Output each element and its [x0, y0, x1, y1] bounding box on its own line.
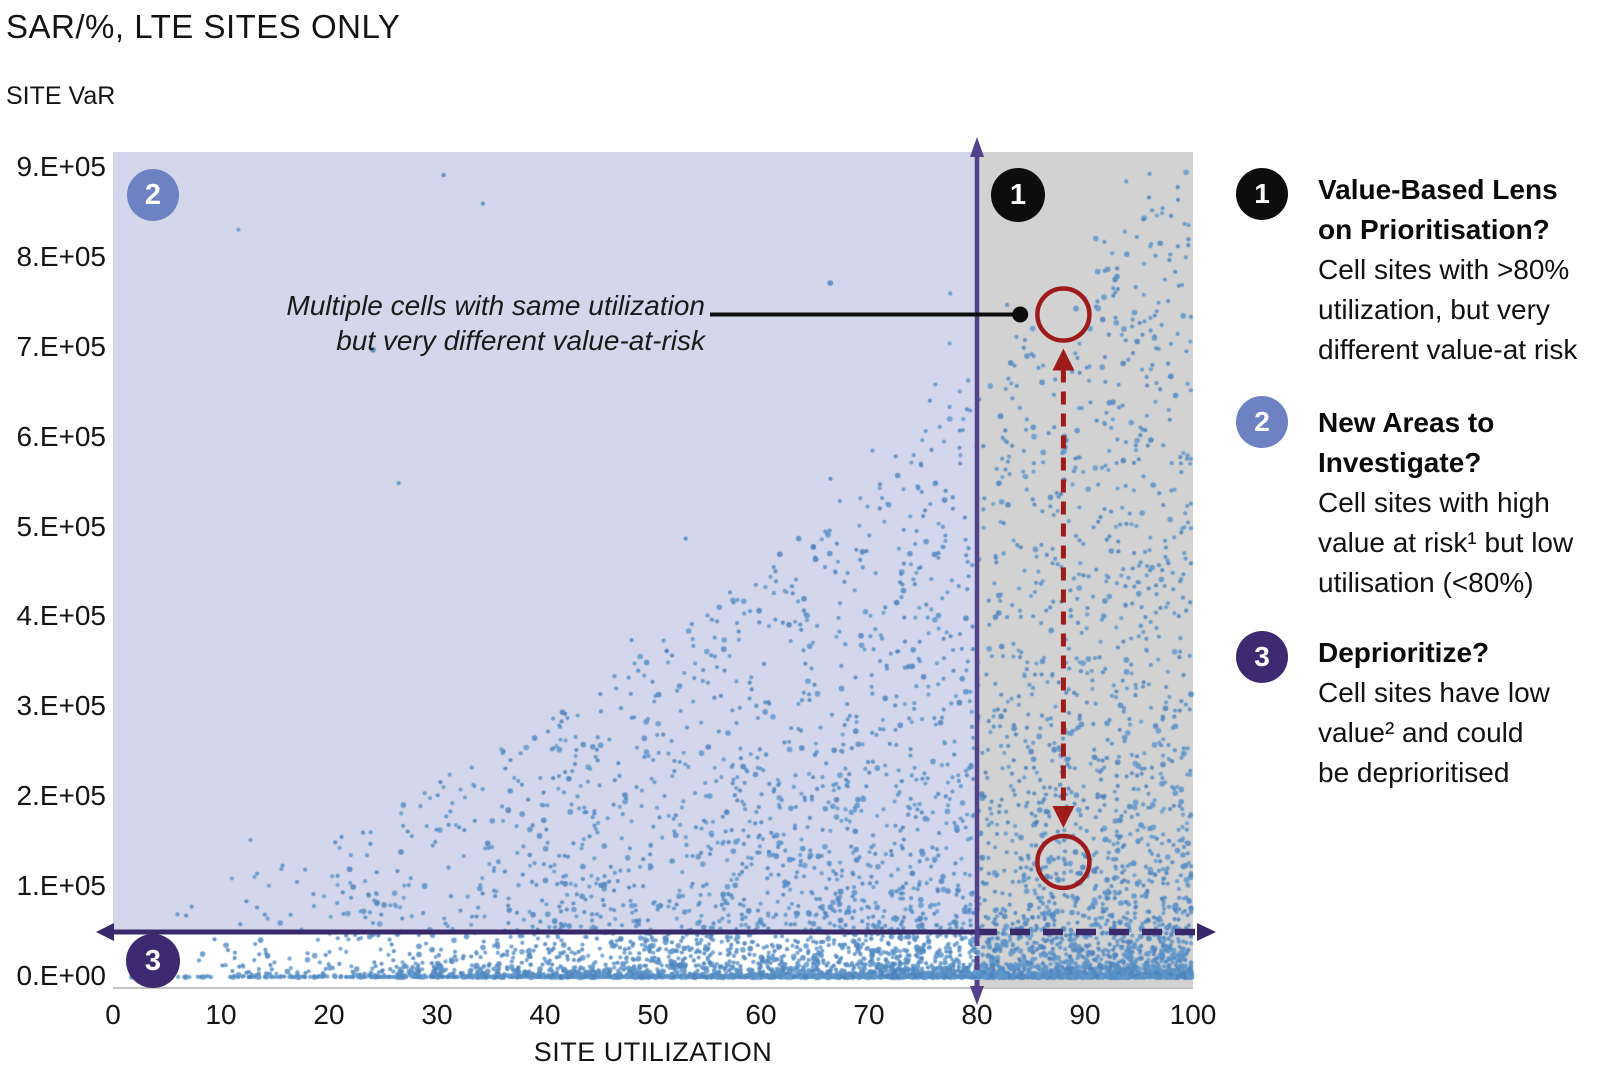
x-tick-label: 90 [1069, 999, 1101, 1030]
y-tick-label: 6.E+05 [16, 420, 106, 452]
y-tick-label: 1.E+05 [16, 870, 106, 902]
y-tick-label: 7.E+05 [16, 330, 106, 362]
y-tick-label: 8.E+05 [16, 240, 106, 272]
legend-1-title-line1: Value-Based Lens [1318, 174, 1558, 205]
legend-2-title-line2: Investigate? [1318, 447, 1482, 478]
legend-2-title-line1: New Areas to [1318, 407, 1495, 438]
legend-1-body-line1: Cell sites with >80% [1318, 254, 1570, 285]
y-tick-label: 4.E+05 [16, 600, 106, 632]
legend-3-body-line1: Cell sites have low [1318, 677, 1550, 708]
x-tick-label: 100 [1169, 999, 1217, 1030]
legend-1-body-line3: different value-at risk [1318, 334, 1578, 365]
y-tick-label: 0.E+00 [16, 960, 106, 991]
x-tick-label: 70 [853, 999, 885, 1030]
legend-3-body-line3: be deprioritised [1318, 757, 1510, 788]
x-tick-label: 20 [313, 999, 345, 1030]
zone-3-badge: 3 [126, 934, 180, 988]
legend-badge-2: 2 [1236, 396, 1288, 448]
legend-2-body-line1: Cell sites with high [1318, 487, 1550, 518]
legend-badge-1: 1 [1236, 168, 1288, 220]
legend-3-body-line2: value² and could [1318, 717, 1524, 748]
zone-2-badge: 2 [127, 169, 179, 221]
x-tick-label: 60 [745, 999, 777, 1030]
x-tick-label: 0 [105, 999, 121, 1030]
x-axis-title: SITE UTILIZATION [533, 1037, 773, 1067]
callout-annotation: Multiple cells with same utilization but… [225, 288, 705, 358]
legend-2-body-line2: value at risk¹ but low [1318, 527, 1574, 558]
x-tick-label: 50 [637, 999, 669, 1030]
x-tick-label: 80 [961, 999, 993, 1030]
legend-text-1: Value-Based Lens on Prioritisation? Cell… [1318, 170, 1600, 370]
legend-1-title-line2: on Prioritisation? [1318, 214, 1550, 245]
zone-1-badge: 1 [991, 168, 1045, 222]
y-tick-label: 3.E+05 [16, 690, 106, 722]
legend-3-title-line1: Deprioritize? [1318, 637, 1490, 668]
legend-badge-3: 3 [1236, 631, 1288, 683]
legend-text-3: Deprioritize? Cell sites have low value²… [1318, 633, 1600, 793]
x-tick-label: 40 [529, 999, 561, 1030]
legend-1-body-line2: utilization, but very [1318, 294, 1550, 325]
legend-text-2: New Areas to Investigate? Cell sites wit… [1318, 403, 1600, 603]
y-tick-label: 9.E+05 [16, 151, 106, 182]
y-tick-label: 2.E+05 [16, 780, 106, 812]
callout-line-2: but very different value-at-risk [336, 325, 705, 356]
x-tick-label: 10 [205, 999, 237, 1030]
y-tick-label: 5.E+05 [16, 510, 106, 542]
callout-line-1: Multiple cells with same utilization [286, 290, 705, 321]
x-tick-label: 30 [421, 999, 453, 1030]
legend-2-body-line3: utilisation (<80%) [1318, 567, 1534, 598]
